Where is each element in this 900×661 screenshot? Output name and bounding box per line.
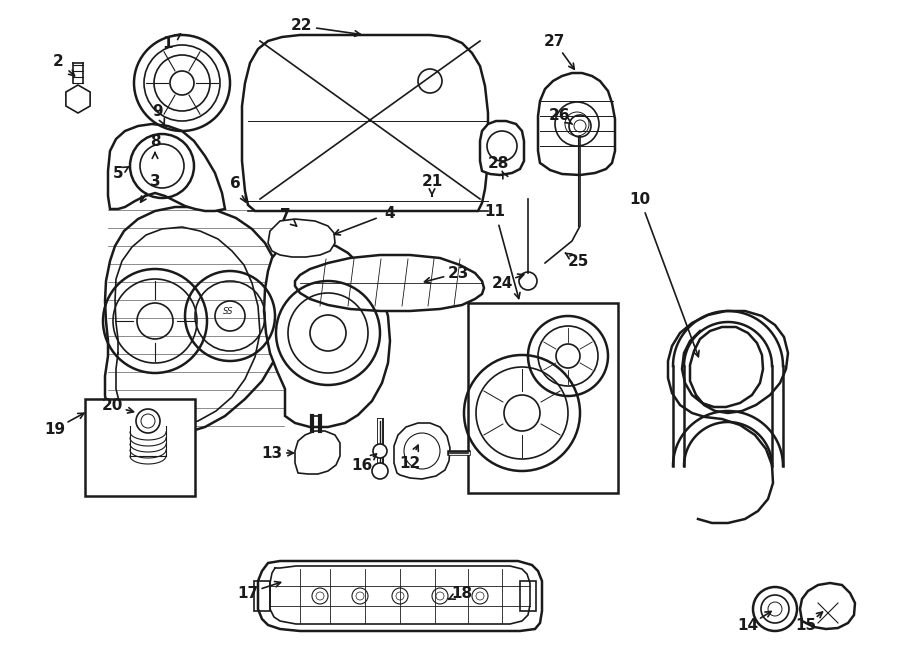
Text: 18: 18 <box>452 586 472 600</box>
Text: 27: 27 <box>544 34 564 48</box>
Polygon shape <box>242 35 488 211</box>
Text: SS: SS <box>223 307 233 315</box>
Text: 22: 22 <box>292 19 313 34</box>
Polygon shape <box>394 423 450 479</box>
Polygon shape <box>105 207 285 435</box>
Circle shape <box>373 444 387 458</box>
Text: 12: 12 <box>400 455 420 471</box>
Text: 2: 2 <box>52 54 63 69</box>
Text: 26: 26 <box>549 108 571 124</box>
Polygon shape <box>538 73 615 175</box>
Polygon shape <box>264 239 390 427</box>
Text: 5: 5 <box>112 165 123 180</box>
Text: 4: 4 <box>384 206 395 221</box>
Text: 19: 19 <box>44 422 66 436</box>
Polygon shape <box>66 85 90 113</box>
Text: 13: 13 <box>261 446 283 461</box>
Polygon shape <box>268 219 335 257</box>
Polygon shape <box>108 124 225 211</box>
Bar <box>520 581 536 611</box>
Text: 3: 3 <box>149 173 160 188</box>
Text: 20: 20 <box>102 399 122 414</box>
Text: 14: 14 <box>737 619 759 633</box>
Polygon shape <box>258 561 542 631</box>
Text: 16: 16 <box>351 459 373 473</box>
Polygon shape <box>480 121 524 175</box>
Text: 9: 9 <box>153 104 163 118</box>
Text: 6: 6 <box>230 176 240 190</box>
Text: 15: 15 <box>796 619 816 633</box>
Text: 23: 23 <box>447 266 469 280</box>
Text: 28: 28 <box>487 155 508 171</box>
Polygon shape <box>800 583 855 629</box>
Bar <box>468 303 618 493</box>
Text: 1: 1 <box>163 36 173 50</box>
Text: 7: 7 <box>280 208 291 223</box>
Bar <box>85 399 195 496</box>
Polygon shape <box>295 431 340 474</box>
Polygon shape <box>295 255 484 311</box>
Text: 17: 17 <box>238 586 258 600</box>
Text: 11: 11 <box>484 204 506 219</box>
Text: 8: 8 <box>149 134 160 149</box>
Circle shape <box>372 463 388 479</box>
Text: 10: 10 <box>629 192 651 206</box>
Text: 24: 24 <box>491 276 513 290</box>
Text: 25: 25 <box>567 254 589 268</box>
Text: 21: 21 <box>421 173 443 188</box>
Bar <box>254 581 270 611</box>
